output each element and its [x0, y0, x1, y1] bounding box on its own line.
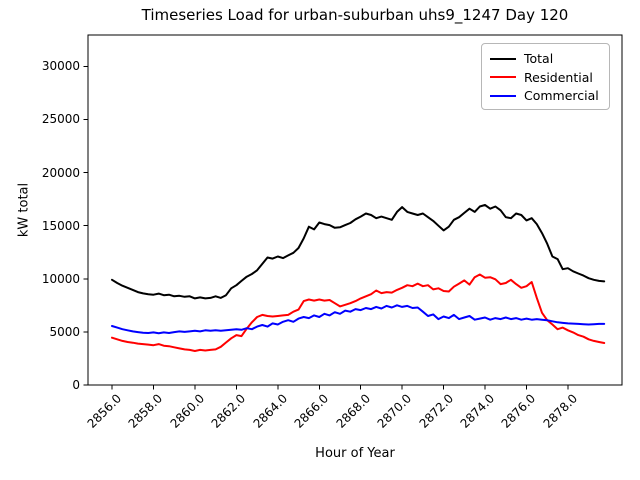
- legend-label-commercial: Commercial: [524, 88, 599, 103]
- legend-line-total: [490, 57, 516, 60]
- legend-line-residential: [490, 76, 516, 78]
- legend-item-total: Total: [490, 50, 601, 67]
- y-tick-label: 25000: [41, 112, 80, 127]
- y-tick-label: 15000: [41, 218, 80, 233]
- y-tick-label: 5000: [49, 324, 80, 339]
- y-tick-label: 10000: [41, 271, 80, 286]
- y-tick-label: 30000: [41, 59, 80, 74]
- y-tick-label: 20000: [41, 165, 80, 180]
- legend-label-total: Total: [524, 51, 554, 66]
- y-tick-label: 0: [72, 378, 80, 392]
- series-line-residential: [111, 273, 606, 352]
- legend-line-commercial: [490, 94, 516, 97]
- axes-frame: [87, 34, 623, 386]
- legend-label-residential: Residential: [524, 69, 593, 85]
- series-line-total: [111, 204, 606, 300]
- legend-item-residential: Residential: [490, 69, 601, 86]
- series-line-commercial: [111, 304, 606, 335]
- y-axis-label: kW total: [16, 182, 32, 238]
- x-axis-label: Hour of Year: [315, 446, 395, 461]
- chart-title: Timeseries Load for urban-suburban uhs9_…: [141, 6, 569, 24]
- legend: Total Residential Commercial: [481, 43, 610, 110]
- legend-item-commercial: Commercial: [490, 87, 601, 104]
